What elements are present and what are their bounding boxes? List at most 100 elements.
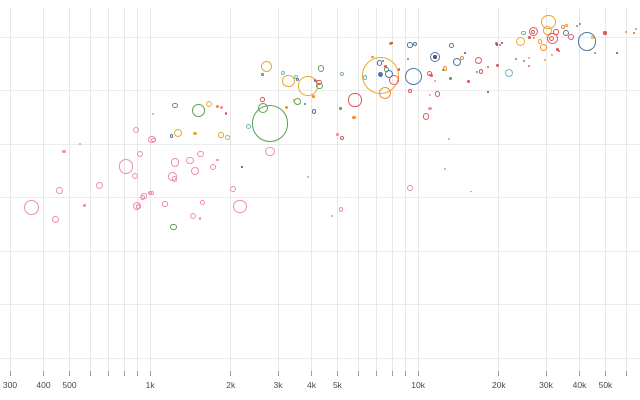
bubble-green[interactable]	[170, 223, 177, 231]
bubble-pink[interactable]	[62, 150, 66, 154]
bubble-red[interactable]	[528, 27, 538, 37]
bubble-red[interactable]	[407, 57, 410, 61]
bubble-red[interactable]	[495, 63, 499, 67]
bubble-blue[interactable]	[311, 109, 317, 114]
bubble-orange[interactable]	[624, 30, 628, 34]
bubble-red[interactable]	[476, 71, 479, 74]
bubble-pink[interactable]	[233, 200, 247, 214]
bubble-yellow-gold[interactable]	[292, 99, 296, 103]
bubble-green[interactable]	[191, 104, 205, 118]
bubble-red[interactable]	[603, 31, 607, 35]
bubble-pink[interactable]	[443, 168, 446, 171]
bubble-red[interactable]	[487, 65, 490, 69]
bubble-pink[interactable]	[83, 204, 86, 207]
bubble-orange[interactable]	[215, 105, 219, 109]
bubble-red[interactable]	[528, 36, 531, 39]
bubble-pink[interactable]	[24, 200, 39, 215]
bubble-pink[interactable]	[133, 126, 139, 133]
bubble-yellow-gold[interactable]	[261, 61, 273, 73]
bubble-yellow-gold[interactable]	[516, 37, 526, 47]
bubble-pink[interactable]	[135, 204, 141, 209]
bubble-pink[interactable]	[162, 201, 168, 207]
bubble-yellow-gold[interactable]	[550, 53, 553, 56]
bubble-teal[interactable]	[245, 124, 251, 130]
bubble-blue[interactable]	[430, 51, 440, 62]
bubble-red[interactable]	[547, 33, 558, 44]
bubble-green[interactable]	[575, 25, 578, 28]
bubble-green[interactable]	[449, 76, 453, 80]
bubble-pink[interactable]	[148, 191, 152, 196]
bubble-pink[interactable]	[171, 176, 177, 182]
bubble-red[interactable]	[467, 79, 471, 83]
bubble-pink[interactable]	[95, 182, 103, 190]
bubble-pink[interactable]	[200, 200, 206, 206]
bubble-dark-navy[interactable]	[487, 91, 489, 93]
bubble-pink[interactable]	[52, 215, 60, 223]
bubble-orange[interactable]	[460, 56, 465, 60]
bubble-blue[interactable]	[407, 42, 413, 48]
bubble-red[interactable]	[339, 136, 344, 141]
bubble-red[interactable]	[632, 31, 636, 34]
bubble-red[interactable]	[397, 68, 401, 71]
bubble-pink[interactable]	[132, 173, 138, 179]
bubble-red[interactable]	[429, 73, 433, 77]
bubble-dark-navy[interactable]	[433, 55, 437, 59]
bubble-pink[interactable]	[151, 137, 156, 143]
bubble-blue[interactable]	[376, 60, 382, 66]
bubble-pink[interactable]	[336, 133, 339, 136]
bubble-blue[interactable]	[448, 43, 454, 49]
bubble-pink[interactable]	[428, 93, 432, 97]
bubble-dark-navy[interactable]	[240, 165, 243, 168]
bubble-red[interactable]	[428, 73, 432, 77]
bubble-red[interactable]	[407, 88, 413, 94]
bubble-pink[interactable]	[149, 190, 154, 196]
bubble-dark-navy[interactable]	[390, 41, 393, 44]
bubble-yellow-gold[interactable]	[282, 74, 295, 88]
bubble-orange[interactable]	[532, 36, 536, 40]
bubble-orange[interactable]	[561, 25, 566, 30]
bubble-red[interactable]	[567, 34, 574, 41]
bubble-orange[interactable]	[312, 95, 315, 98]
bubble-red[interactable]	[530, 29, 536, 35]
bubble-red[interactable]	[422, 113, 430, 120]
bubble-pink[interactable]	[118, 159, 134, 174]
bubble-dark-navy[interactable]	[464, 51, 466, 54]
bubble-pink[interactable]	[528, 57, 531, 59]
bubble-red[interactable]	[260, 97, 265, 102]
bubble-blue[interactable]	[313, 79, 317, 82]
bubble-red[interactable]	[316, 79, 322, 85]
bubble-red[interactable]	[383, 64, 387, 68]
bubble-pink[interactable]	[209, 164, 216, 171]
bubble-blue[interactable]	[303, 102, 307, 106]
bubble-pink[interactable]	[140, 195, 145, 200]
bubble-blue[interactable]	[453, 57, 462, 66]
bubble-blue[interactable]	[413, 42, 418, 47]
bubble-yellow-gold[interactable]	[225, 135, 230, 140]
bubble-pink[interactable]	[306, 176, 309, 179]
bubble-dark-navy[interactable]	[495, 43, 498, 46]
bubble-pink[interactable]	[78, 142, 82, 146]
bubble-pink[interactable]	[433, 79, 437, 82]
bubble-pink[interactable]	[448, 138, 450, 141]
bubble-pink[interactable]	[428, 106, 432, 110]
bubble-red[interactable]	[594, 51, 596, 54]
bubble-dark-navy[interactable]	[615, 52, 618, 55]
bubble-pink[interactable]	[198, 216, 202, 220]
bubble-green[interactable]	[522, 59, 526, 62]
bubble-pink[interactable]	[197, 150, 204, 158]
bubble-blue[interactable]	[382, 60, 385, 62]
bubble-orange[interactable]	[379, 87, 391, 100]
bubble-pink[interactable]	[331, 214, 334, 217]
bubble-green[interactable]	[172, 103, 178, 109]
bubble-red[interactable]	[434, 91, 440, 97]
bubble-red[interactable]	[478, 69, 484, 74]
bubble-pink[interactable]	[186, 157, 194, 165]
bubble-pink[interactable]	[137, 151, 143, 158]
bubble-red[interactable]	[224, 112, 228, 115]
bubble-blue[interactable]	[404, 68, 422, 86]
bubble-pink[interactable]	[229, 186, 236, 193]
bubble-dark-navy[interactable]	[500, 41, 503, 44]
bubble-blue[interactable]	[562, 29, 570, 37]
bubble-orange[interactable]	[540, 44, 547, 51]
bubble-red[interactable]	[553, 29, 559, 35]
